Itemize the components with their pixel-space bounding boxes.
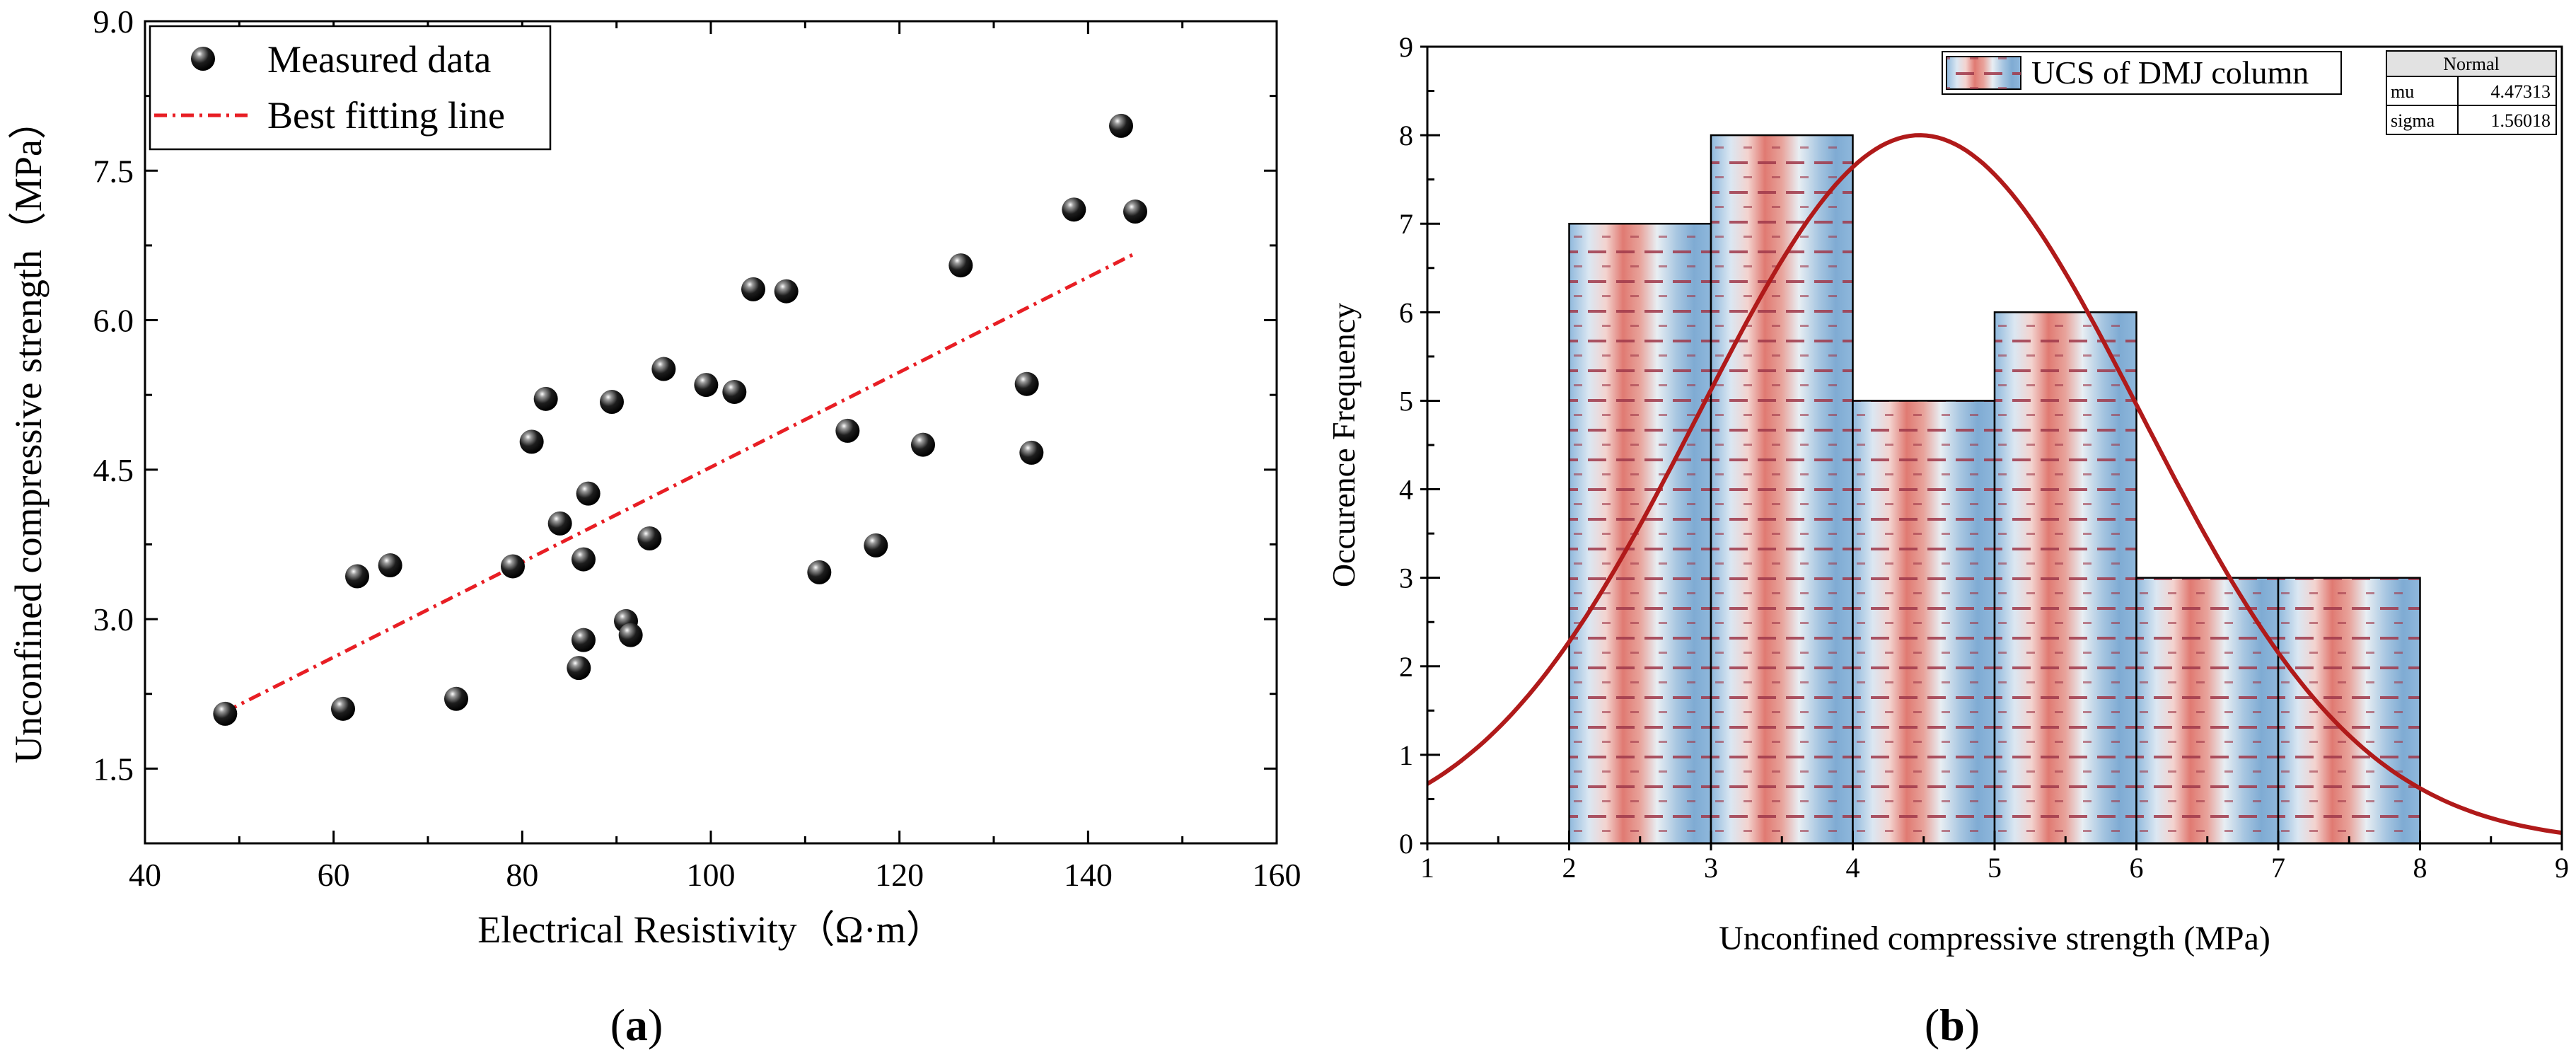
y-tick-label: 7.5 <box>93 153 134 189</box>
y-tick-label: 1 <box>1399 739 1413 771</box>
x-tick-label: 80 <box>506 857 538 893</box>
y-tick-label: 4 <box>1399 474 1413 506</box>
x-tick-label: 1 <box>1420 852 1434 884</box>
scatter-chart-panel-a: 40 60 80 100 120 140 160 1.5 3.0 4.5 6.0 7.5 9.0 El… <box>7 4 1301 951</box>
y-tick-label: 9 <box>1399 31 1413 63</box>
y-tick-label: 0 <box>1399 828 1413 860</box>
y-tick-label: 1.5 <box>93 751 134 787</box>
stats-row-sigma-value: 1.56018 <box>2491 110 2551 131</box>
histogram-bar-pattern <box>1568 222 1712 845</box>
legend-marker-measured <box>191 47 215 71</box>
data-point <box>1062 197 1086 222</box>
x-tick-label: 4 <box>1846 852 1860 884</box>
y-tick-label: 3 <box>1399 562 1413 594</box>
data-point <box>948 253 973 278</box>
y-axis-label: Occurence Frequency <box>1325 303 1362 587</box>
stats-table-title: Normal <box>2443 54 2499 74</box>
y-axis-label: Unconfined compressive strength（MPa） <box>7 101 50 763</box>
data-point <box>911 432 935 457</box>
x-axis-label: Unconfined compressive strength (MPa) <box>1719 920 2270 957</box>
data-point <box>807 560 832 584</box>
data-point <box>213 701 238 726</box>
x-tick-label: 120 <box>875 857 924 893</box>
histogram-bar-pattern <box>2277 577 2421 845</box>
y-tick-label: 8 <box>1399 120 1413 151</box>
best-fitting-line <box>224 251 1137 714</box>
legend-box <box>149 25 552 151</box>
data-point <box>722 379 747 404</box>
data-point <box>1109 113 1133 138</box>
data-point <box>331 696 355 721</box>
data-point <box>618 623 643 647</box>
normal-fit-curve <box>1426 133 2563 836</box>
legend: Measured data Best fitting line <box>149 25 552 151</box>
y-tick-label: 2 <box>1399 651 1413 683</box>
data-point <box>567 656 591 681</box>
legend-label-fit: Best fitting line <box>267 94 505 137</box>
x-tick-label: 6 <box>2130 852 2144 884</box>
data-point <box>501 554 525 579</box>
data-point <box>651 357 676 381</box>
data-point <box>533 386 558 411</box>
y-tick-label: 7 <box>1399 208 1413 240</box>
legend-swatch-pattern <box>1946 57 2021 89</box>
x-tick-label: 60 <box>318 857 350 893</box>
legend: UCS of DMJ column <box>1942 51 2342 95</box>
panel-label-b-letter: b <box>1939 1000 1965 1050</box>
x-tick-label: 8 <box>2413 852 2427 884</box>
data-point <box>572 547 596 572</box>
data-point <box>637 526 662 551</box>
panel-label-a-letter: a <box>625 1000 648 1050</box>
data-point <box>1014 371 1039 396</box>
data-point <box>576 481 601 506</box>
data-point <box>1123 200 1147 224</box>
y-tick-label: 5 <box>1399 385 1413 417</box>
data-point <box>547 511 572 536</box>
data-point <box>1019 440 1044 465</box>
x-axis-label: Electrical Resistivity（Ω·m） <box>477 908 944 951</box>
legend-label: UCS of DMJ column <box>2031 54 2309 91</box>
x-tick-label: 100 <box>687 857 736 893</box>
data-point <box>600 390 624 415</box>
data-point <box>835 418 860 443</box>
data-point <box>378 553 402 578</box>
stats-row-mu-value: 4.47313 <box>2491 81 2551 102</box>
histogram-bar-pattern <box>1852 400 1996 845</box>
data-point <box>694 373 719 398</box>
data-point <box>572 628 596 652</box>
data-point <box>774 279 799 304</box>
panel-label-b: (b) <box>1925 1000 1980 1050</box>
y-tick-label: 3.0 <box>93 601 134 637</box>
panel-label-a: (a) <box>610 1000 663 1050</box>
x-tick-label: 160 <box>1253 857 1301 893</box>
stats-row-mu-label: mu <box>2391 81 2414 102</box>
legend-label-measured: Measured data <box>267 38 491 81</box>
data-point <box>519 429 544 454</box>
stats-table: Normal mu 4.47313 sigma 1.56018 <box>2386 50 2557 135</box>
stats-row-sigma-label: sigma <box>2391 110 2435 131</box>
histogram-bar-pattern <box>1710 134 1854 845</box>
x-tick-label: 140 <box>1064 857 1113 893</box>
y-tick-label: 6.0 <box>93 303 134 339</box>
x-tick-label: 3 <box>1704 852 1718 884</box>
x-tick-label: 2 <box>1562 852 1577 884</box>
stats-table-header-bg <box>2386 50 2557 77</box>
x-tick-label: 9 <box>2555 852 2569 884</box>
histogram-bar-pattern <box>1993 311 2137 845</box>
y-tick-label: 6 <box>1399 296 1413 328</box>
data-point <box>345 564 369 589</box>
y-tick-label: 4.5 <box>93 452 134 488</box>
x-tick-label: 7 <box>2271 852 2285 884</box>
x-tick-label: 40 <box>129 857 161 893</box>
data-point <box>444 686 468 711</box>
data-point <box>864 533 888 558</box>
y-tick-label: 9.0 <box>93 4 134 40</box>
x-tick-label: 5 <box>1988 852 2002 884</box>
data-point <box>741 277 765 301</box>
